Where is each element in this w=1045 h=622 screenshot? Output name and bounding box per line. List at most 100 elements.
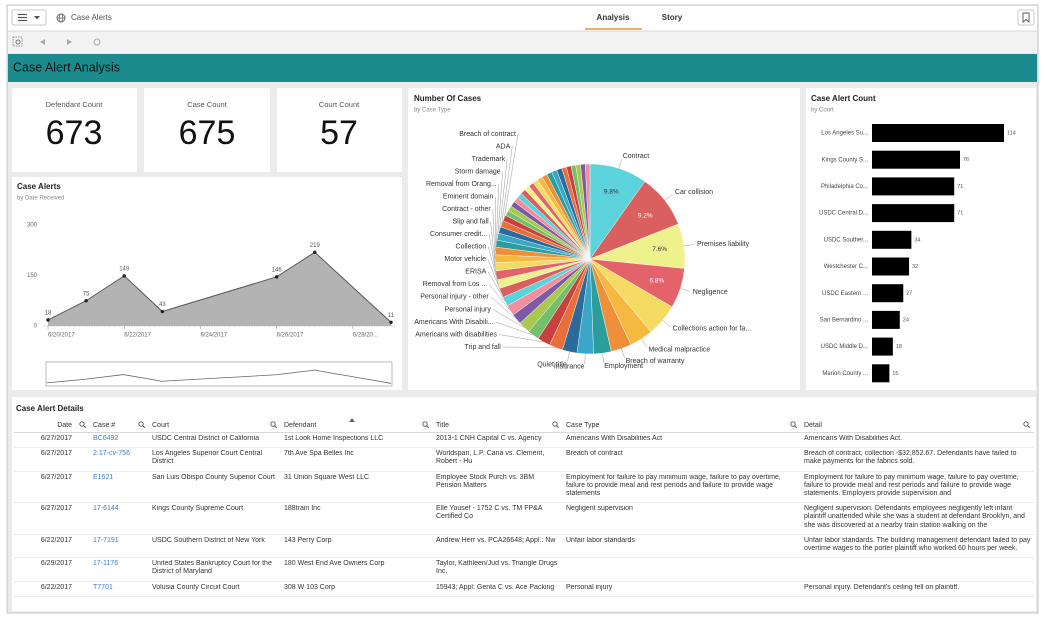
bar (872, 364, 890, 383)
table-cell[interactable]: T7701 (90, 581, 149, 597)
banner-title: Case Alert Analysis (13, 60, 120, 74)
toolbar-icon[interactable] (67, 39, 72, 45)
active-tab-underline (585, 28, 642, 30)
leader-line (492, 209, 496, 259)
table-cell[interactable]: 17-6144 (90, 502, 149, 535)
cell-text: 6/22/2017 (40, 583, 72, 591)
table-row: 6/27/2017 E1621 San Luis Obispo County Sup… (14, 471, 1034, 504)
table-cell: 308 W 103 Corp (281, 581, 433, 597)
table-cell: Employee Stock Purch vs. 3BM Pension Mat… (433, 471, 563, 504)
cell-text[interactable]: 17-6144 (93, 505, 119, 513)
table-cell: Personal injury (563, 581, 801, 597)
case-table: Date Case # Court Defendant Title Case Type De… (14, 418, 1034, 597)
search-icon[interactable] (552, 421, 559, 428)
slice-label: Premises liability (697, 241, 750, 248)
cell-text[interactable]: T7701 (93, 583, 113, 591)
point-label: 11 (388, 313, 395, 319)
table-cell[interactable]: 17-7191 (90, 534, 149, 559)
column-header[interactable]: Date (14, 418, 90, 433)
kpi-value: 673 (46, 114, 103, 152)
table-cell[interactable]: 17-1176 (90, 557, 149, 582)
column-header[interactable]: Detail (801, 418, 1034, 433)
cell-text: Kings County Supreme Court (152, 505, 244, 513)
chart-subtitle: by Case Type (414, 108, 451, 114)
bar-value-label: 24 (903, 317, 909, 323)
kpi-label: Case Count (187, 100, 228, 109)
banner (8, 54, 1037, 82)
cell-text[interactable]: BC6492 (93, 435, 119, 442)
kpi-panel (144, 88, 270, 172)
y-tick-label: Westchester C... (824, 264, 869, 270)
slice-label: ADA (496, 143, 511, 150)
slice-label: Quiet title (537, 361, 567, 368)
leader-line (495, 321, 534, 336)
table-cell[interactable]: 2:17-cv-756 (90, 447, 149, 472)
leader-line (490, 221, 496, 267)
search-icon[interactable] (1023, 421, 1030, 428)
table-cell (563, 557, 801, 582)
point-label: 219 (310, 243, 321, 249)
column-header[interactable]: Title (433, 418, 563, 433)
column-header[interactable]: Case # (90, 418, 149, 433)
cell-text: Employment for failure to pay minimum wa… (804, 473, 1019, 498)
menu-button[interactable] (11, 9, 47, 26)
column-header[interactable]: Court (149, 418, 281, 433)
cell-text: Volusia County Circuit Court (152, 583, 240, 591)
cell-text: 7th Ave Spa Belles Inc (284, 450, 354, 458)
leader-line (584, 353, 586, 364)
cell-text[interactable]: E1621 (93, 473, 114, 481)
bar (872, 230, 912, 249)
table-cell: Andrew Herr vs. PCA26648; Appl.: Nw (433, 534, 563, 559)
slice-label: Collection (456, 244, 487, 251)
point (160, 309, 165, 314)
column-header-text: Case Type (566, 421, 600, 429)
cell-text: Worldspan, L.P. Cana vs. Clement, Robert… (436, 450, 545, 466)
table-cell: Worldspan, L.P. Cana vs. Clement, Robert… (433, 447, 563, 472)
tab[interactable]: Analysis (597, 13, 630, 22)
search-icon[interactable] (270, 421, 277, 428)
cell-text[interactable]: 2:17-cv-756 (93, 450, 130, 458)
leader-line (680, 288, 690, 292)
bookmark-button[interactable] (1017, 9, 1035, 26)
toolbar-icon[interactable] (12, 36, 23, 47)
cell-text[interactable]: 17-7191 (93, 536, 119, 544)
table-cell (801, 557, 1034, 582)
point-label: 146 (272, 267, 283, 273)
table-row: 6/27/2017 BC6492 USDC Central District of … (14, 432, 1034, 449)
tab[interactable]: Story (662, 13, 683, 22)
search-icon[interactable] (790, 421, 797, 428)
column-header[interactable]: Defendant (281, 418, 433, 433)
y-tick-label: 150 (27, 273, 38, 279)
bar-value-label: 71 (957, 184, 963, 190)
toolbar-icon[interactable] (93, 38, 101, 46)
x-tick-label: 6/24/2017 (200, 333, 227, 339)
search-icon[interactable] (79, 421, 86, 428)
y-tick-label: 300 (27, 223, 38, 229)
bar (872, 284, 904, 303)
search-icon[interactable] (138, 421, 145, 428)
toolbar-icon[interactable] (40, 39, 45, 45)
slice-label: Trademark (472, 156, 506, 163)
table-cell[interactable]: BC6492 (90, 432, 149, 449)
table-cell: Unfair labor standards. The building man… (801, 534, 1034, 559)
search-icon[interactable] (422, 421, 429, 428)
chart-title: Case Alert Count (811, 94, 876, 103)
leader-line (504, 133, 519, 219)
cell-text[interactable]: 17-1176 (93, 560, 119, 568)
table-cell: 6/27/2017 (14, 447, 90, 472)
column-header[interactable]: Case Type (563, 418, 801, 433)
leader-line (499, 159, 508, 230)
y-tick-label: Philadelphia Co... (821, 184, 868, 190)
slice-label: Americans with disabilities (415, 331, 497, 338)
cell-text: Taylor, Kathleen/Jud vs. Triangle Drugs … (436, 560, 558, 576)
header-row: Date Case # Court Defendant Title Case Type De… (14, 418, 1034, 433)
table-cell[interactable]: E1621 (90, 471, 149, 504)
bar-value-label: 76 (963, 157, 969, 163)
area (48, 252, 391, 326)
toolbar (8, 32, 1037, 53)
cell-text: Americans With Disabilities Act (566, 435, 663, 442)
table-cell: 6/27/2017 (14, 432, 90, 449)
table-cell: 6/22/2017 (14, 534, 90, 559)
chart-subtitle: by Court (811, 108, 834, 114)
